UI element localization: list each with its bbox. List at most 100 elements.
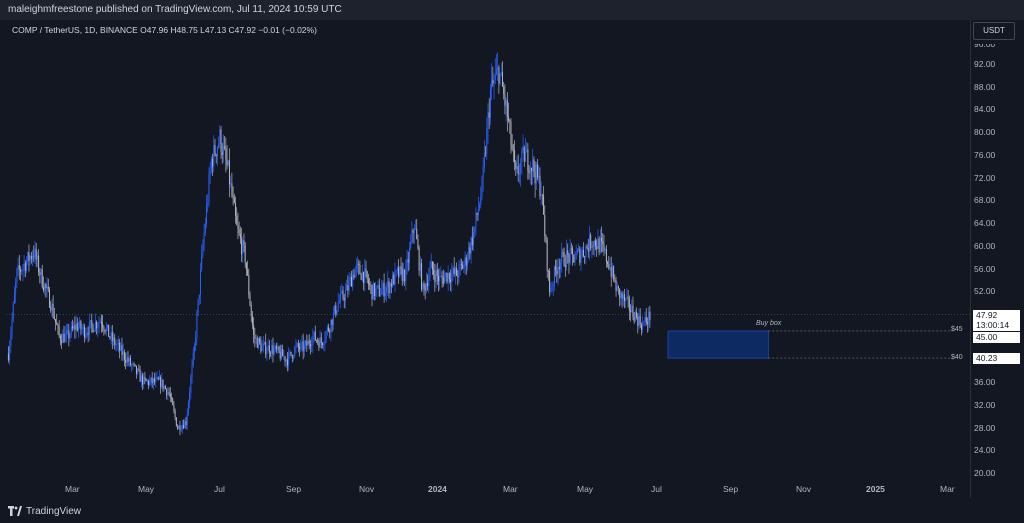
time-axis-label: Jul [214, 484, 225, 494]
candle-body [640, 324, 642, 330]
candle-body [201, 253, 203, 270]
candle-body [213, 145, 215, 167]
candle-body [511, 144, 513, 150]
candle-body [160, 376, 162, 387]
candle-body [505, 100, 507, 106]
price-axis[interactable] [971, 20, 1024, 498]
candle-body [167, 392, 169, 396]
candle-body [522, 147, 524, 151]
candle-body [119, 342, 121, 351]
candle-body [46, 286, 48, 289]
candle-body [431, 261, 433, 270]
candle-body [645, 317, 647, 323]
chart-pane[interactable] [6, 20, 971, 498]
candle-body [251, 315, 253, 326]
candle-body [65, 331, 67, 335]
candle-body [177, 426, 179, 429]
candle-body [371, 285, 373, 300]
candle-body [551, 285, 553, 291]
candle-body [109, 336, 111, 338]
candle-body [212, 158, 214, 167]
candle-body [393, 274, 395, 285]
candle-body [326, 327, 328, 332]
price-candles [7, 52, 651, 436]
buy-box-rect[interactable] [667, 330, 769, 359]
candle-body [448, 273, 450, 280]
candle-body [291, 354, 293, 359]
candle-body [79, 321, 81, 327]
candle-body [190, 377, 192, 393]
candle-body [215, 154, 217, 157]
time-axis-label: Jul [651, 484, 662, 494]
candle-body [260, 342, 262, 352]
candle-body [47, 286, 49, 290]
candle-body [135, 365, 137, 374]
candle-body [609, 267, 611, 269]
candle-body [308, 340, 310, 345]
candle-body [102, 323, 104, 328]
candle-body [88, 321, 90, 335]
symbol-legend[interactable]: COMP / TetherUS, 1D, BINANCE O47.96 H48.… [12, 25, 317, 35]
candle-body [173, 405, 175, 411]
candle-body [347, 285, 349, 291]
candle-body [372, 283, 374, 300]
candle-body [163, 386, 165, 389]
candle-body [642, 323, 644, 330]
candle-body [74, 325, 76, 330]
candle-body [344, 290, 346, 301]
candle-body [425, 283, 427, 291]
candle-body [117, 342, 119, 345]
candle-body [537, 164, 539, 178]
candle-body [180, 429, 182, 431]
candle-body [572, 248, 574, 255]
candle-body [387, 280, 389, 287]
candle-body [272, 345, 274, 355]
candle-body [398, 267, 400, 277]
candle-body [34, 248, 36, 257]
candle-body [183, 425, 185, 428]
candle-body [22, 267, 24, 271]
candle-body [158, 376, 160, 380]
candle-body [94, 322, 96, 331]
candle-body [155, 377, 157, 383]
price-axis-label: 80.00 [974, 127, 996, 138]
candle-body [541, 194, 543, 196]
candle-body [323, 343, 325, 345]
candle-body [289, 351, 291, 353]
candle-body [52, 303, 54, 317]
candle-body [16, 268, 18, 283]
candle-body [259, 338, 261, 343]
candle-body [348, 280, 350, 291]
candle-body [270, 353, 272, 354]
candle-body [232, 195, 234, 198]
price-chart[interactable] [6, 20, 970, 498]
candle-body [209, 170, 211, 176]
candle-body [301, 341, 303, 344]
candle-body [514, 150, 516, 162]
candle-body [69, 334, 71, 339]
price-axis-label: 60.00 [974, 240, 996, 251]
candle-body [510, 121, 512, 145]
candle-body [439, 276, 441, 282]
candle-body [523, 147, 525, 162]
candle-body [104, 330, 106, 332]
currency-button[interactable]: USDT [973, 22, 1015, 40]
candle-body [312, 335, 314, 346]
candle-body [459, 263, 461, 265]
candle-body [174, 410, 176, 418]
candle-body [389, 283, 391, 294]
candle-body [382, 282, 384, 290]
candle-body [569, 248, 571, 263]
candle-body [445, 272, 447, 277]
candle-body [527, 149, 529, 171]
candle-body [196, 314, 198, 339]
candle-body [172, 398, 174, 406]
candle-body [7, 353, 9, 361]
candle-body [36, 255, 38, 260]
time-axis-label: Mar [65, 484, 80, 494]
candle-body [168, 392, 170, 394]
candle-body [204, 223, 206, 233]
candle-body [241, 238, 243, 255]
candle-body [244, 244, 246, 263]
candle-body [540, 194, 542, 197]
